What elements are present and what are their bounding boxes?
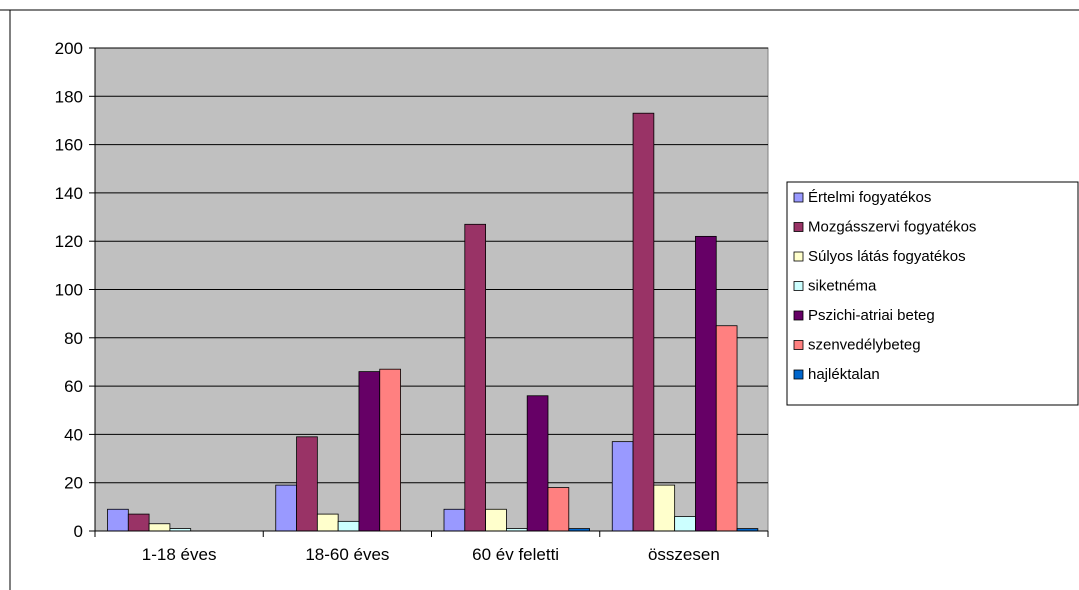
bar	[275, 484, 297, 532]
bar	[337, 520, 360, 532]
bar	[526, 395, 549, 532]
gridlines	[95, 47, 768, 532]
legend: Értelmi fogyatékos Mozgásszervi fogyatéko…	[786, 181, 1079, 406]
bar	[127, 513, 150, 532]
y-tick-label: 180	[55, 87, 83, 106]
legend-label: hajléktalan	[808, 366, 880, 383]
x-category-label: 18-60 éves	[305, 545, 389, 564]
axes	[89, 47, 769, 537]
bar	[715, 325, 738, 532]
bar	[107, 508, 129, 532]
bar	[547, 487, 570, 532]
legend-box	[786, 181, 1079, 406]
legend-label: Pszichi-atriai beteg	[808, 307, 935, 324]
legend-swatch	[793, 310, 804, 321]
bar	[464, 223, 486, 532]
bars	[107, 112, 759, 532]
bar	[443, 508, 466, 532]
bar	[695, 235, 717, 532]
y-tick-label: 20	[64, 474, 83, 493]
legend-label: Mozgásszervi fogyatékos	[808, 219, 976, 236]
bar	[316, 513, 339, 532]
y-tick-labels: 0 20 40 60 80 100 120 140 160 180 200	[55, 39, 83, 541]
y-tick-label: 140	[55, 184, 83, 203]
y-tick-label: 200	[55, 39, 83, 58]
legend-swatch	[793, 192, 804, 203]
bar	[148, 523, 171, 532]
bar	[485, 508, 507, 532]
bar	[653, 484, 676, 532]
legend-label: Értelmi fogyatékos	[808, 189, 931, 206]
y-tick-label: 80	[64, 329, 83, 348]
legend-swatch	[793, 222, 804, 232]
bar	[296, 436, 318, 532]
y-tick-label: 60	[64, 377, 83, 396]
legend-swatch	[793, 281, 804, 291]
bar	[379, 368, 401, 532]
legend-label: szenvedélybeteg	[808, 337, 921, 354]
x-category-label: összesen	[648, 545, 720, 564]
x-category-label: 1-18 éves	[142, 545, 217, 564]
legend-swatch	[793, 369, 804, 380]
y-tick-label: 0	[74, 522, 83, 541]
legend-label: Súlyos látás fogyatékos	[808, 248, 966, 265]
y-tick-label: 160	[55, 136, 83, 155]
y-tick-label: 100	[55, 281, 83, 300]
legend-label: siketnéma	[808, 278, 877, 295]
y-tick-label: 120	[55, 232, 83, 251]
legend-swatch	[793, 251, 804, 262]
bar	[611, 441, 634, 532]
bar	[358, 371, 381, 532]
legend-swatch	[793, 340, 804, 350]
bar	[632, 112, 655, 532]
y-tick-label: 40	[64, 425, 83, 444]
x-category-labels: 1-18 éves 18-60 éves 60 év feletti összesen	[142, 545, 720, 564]
bar	[674, 516, 696, 532]
x-category-label: 60 év feletti	[472, 545, 559, 564]
